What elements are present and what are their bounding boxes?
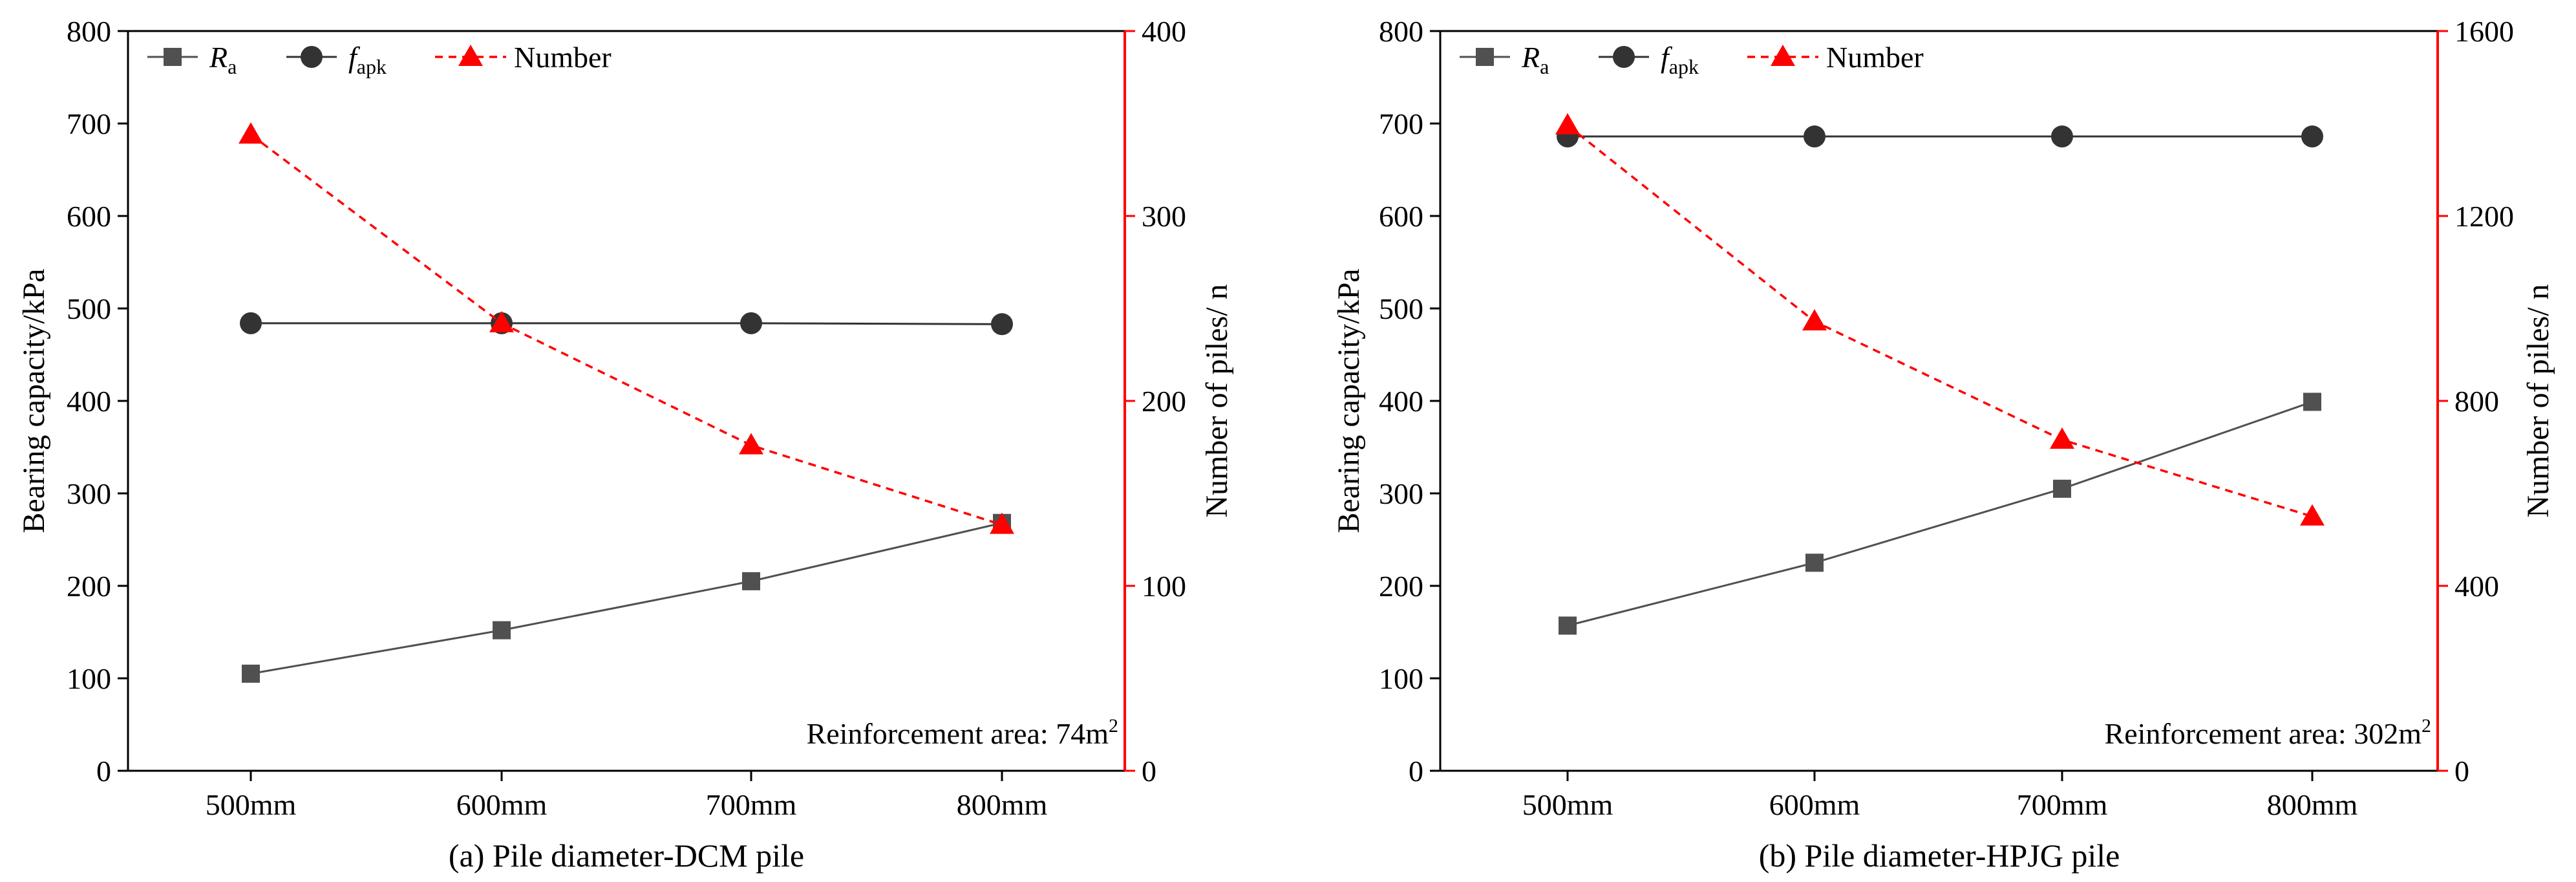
data-point-ra bbox=[742, 572, 760, 590]
legend-label-ra: Ra bbox=[209, 41, 237, 78]
reinforcement-area-text: Reinforcement area: 74m bbox=[807, 717, 1109, 750]
data-point-fapk bbox=[2301, 125, 2323, 148]
y-left-tick-label: 800 bbox=[67, 15, 111, 48]
chart-panel-a: 0 100 200 300 400 500 600 700 800 0 100 200 300 400 50… bbox=[17, 15, 1234, 874]
y-right-tick-label: 100 bbox=[1142, 570, 1186, 603]
y-left-tick-label: 700 bbox=[1379, 107, 1423, 140]
y-right-tick-label: 1600 bbox=[2454, 15, 2514, 48]
series-line-ra bbox=[250, 522, 1003, 675]
legend-label-fapk: fapk bbox=[1661, 41, 1699, 78]
legend-fapk-sub: apk bbox=[1669, 55, 1699, 78]
y-axis-left-title: Bearing capacity/kPa bbox=[1332, 268, 1366, 533]
y-axis-right-title: Number of piles/ n bbox=[1200, 284, 1234, 517]
data-point-fapk bbox=[1804, 125, 1826, 148]
x-tick-label: 600mm bbox=[1769, 788, 1860, 821]
data-point-number bbox=[739, 433, 763, 455]
chart-caption: (b) Pile diameter-HPJG pile bbox=[1759, 837, 2120, 874]
legend-marker-number bbox=[1771, 45, 1795, 66]
reinforcement-area-note: Reinforcement area: 74m2 bbox=[807, 715, 1118, 750]
x-tick-label: 500mm bbox=[1522, 788, 1613, 821]
legend-label-ra: Ra bbox=[1521, 41, 1549, 78]
x-tick-label: 800mm bbox=[2267, 788, 2358, 821]
y-right-tick-label: 0 bbox=[2454, 755, 2469, 788]
series-line-fapk bbox=[251, 322, 1003, 325]
chart-caption: (a) Pile diameter-DCM pile bbox=[449, 837, 804, 874]
y-axis-left-title: Bearing capacity/kPa bbox=[17, 268, 51, 533]
chart-panel-b: 0 100 200 300 400 500 600 700 800 0 400 800 1200 1600… bbox=[1332, 15, 2555, 874]
data-point-number bbox=[239, 122, 263, 144]
data-point-ra bbox=[242, 664, 260, 683]
y-left-tick-label: 0 bbox=[1409, 755, 1423, 788]
y-right-tick-label: 200 bbox=[1142, 385, 1186, 418]
data-point-ra bbox=[1559, 616, 1577, 635]
y-left-tick-label: 500 bbox=[1379, 292, 1423, 325]
y-left-tick-label: 100 bbox=[67, 662, 111, 695]
y-left-tick-label: 200 bbox=[1379, 570, 1423, 603]
data-point-number bbox=[990, 512, 1014, 534]
data-point-ra bbox=[1805, 554, 1824, 572]
x-tick-label: 800mm bbox=[957, 788, 1048, 821]
legend: Ra fapk Number bbox=[147, 41, 612, 78]
series-line-number bbox=[250, 133, 1003, 526]
y-left-tick-label: 500 bbox=[67, 292, 111, 325]
data-point-ra bbox=[493, 621, 511, 640]
legend-ra-sub: a bbox=[1540, 55, 1549, 78]
reinforcement-area-note: Reinforcement area: 302m2 bbox=[2105, 715, 2431, 750]
y-left-tick-label: 300 bbox=[1379, 477, 1423, 510]
x-tick-label: 600mm bbox=[456, 788, 548, 821]
data-point-ra bbox=[2053, 479, 2071, 498]
y-right-tick-label: 800 bbox=[2454, 385, 2499, 418]
legend-marker-ra bbox=[1476, 48, 1494, 66]
x-tick-label: 700mm bbox=[706, 788, 797, 821]
data-point-fapk bbox=[740, 312, 762, 334]
y-right-tick-label: 1200 bbox=[2454, 200, 2514, 233]
reinforcement-area-sup: 2 bbox=[2422, 715, 2431, 737]
y-left-tick-label: 100 bbox=[1379, 662, 1423, 695]
series-line-ra bbox=[1567, 401, 2313, 627]
reinforcement-area-sup: 2 bbox=[1109, 715, 1118, 737]
data-point-number bbox=[2300, 504, 2325, 526]
y-right-tick-label: 0 bbox=[1142, 755, 1156, 788]
data-point-number bbox=[1555, 113, 1580, 134]
y-left-tick-label: 300 bbox=[67, 477, 111, 510]
y-left-tick-label: 600 bbox=[1379, 200, 1423, 233]
legend-marker-ra bbox=[164, 48, 182, 66]
data-point-fapk bbox=[2051, 125, 2073, 148]
series-line-number bbox=[1566, 124, 2313, 518]
legend-label-number: Number bbox=[514, 41, 612, 74]
legend-marker-fapk bbox=[301, 46, 323, 68]
y-left-tick-label: 600 bbox=[67, 200, 111, 233]
data-point-fapk bbox=[240, 312, 262, 334]
legend-ra-sub: a bbox=[228, 55, 237, 78]
x-tick-label: 700mm bbox=[2017, 788, 2108, 821]
legend-ra-main: R bbox=[209, 41, 228, 74]
y-left-tick-label: 800 bbox=[1379, 15, 1423, 48]
y-left-tick-label: 700 bbox=[67, 107, 111, 140]
legend-label-number: Number bbox=[1826, 41, 1924, 74]
y-right-tick-label: 400 bbox=[1142, 15, 1186, 48]
y-axis-right-title: Number of piles/ n bbox=[2521, 284, 2555, 517]
legend-ra-main: R bbox=[1521, 41, 1540, 74]
y-left-tick-label: 400 bbox=[67, 385, 111, 418]
y-left-tick-label: 0 bbox=[96, 755, 111, 788]
data-point-number bbox=[1802, 309, 1827, 331]
y-right-tick-label: 400 bbox=[2454, 570, 2499, 603]
legend-marker-number bbox=[458, 45, 483, 66]
data-point-fapk bbox=[991, 313, 1013, 336]
data-point-ra bbox=[2303, 393, 2321, 411]
legend-marker-fapk bbox=[1613, 46, 1635, 68]
reinforcement-area-text: Reinforcement area: 302m bbox=[2105, 717, 2422, 750]
y-left-tick-label: 200 bbox=[67, 570, 111, 603]
y-right-tick-label: 300 bbox=[1142, 200, 1186, 233]
data-point-number bbox=[2050, 427, 2074, 449]
data-point-number bbox=[489, 310, 514, 332]
legend: Ra fapk Number bbox=[1460, 41, 1924, 78]
y-left-tick-label: 400 bbox=[1379, 385, 1423, 418]
x-tick-label: 500mm bbox=[206, 788, 297, 821]
legend-fapk-sub: apk bbox=[357, 55, 387, 78]
legend-label-fapk: fapk bbox=[348, 41, 387, 78]
